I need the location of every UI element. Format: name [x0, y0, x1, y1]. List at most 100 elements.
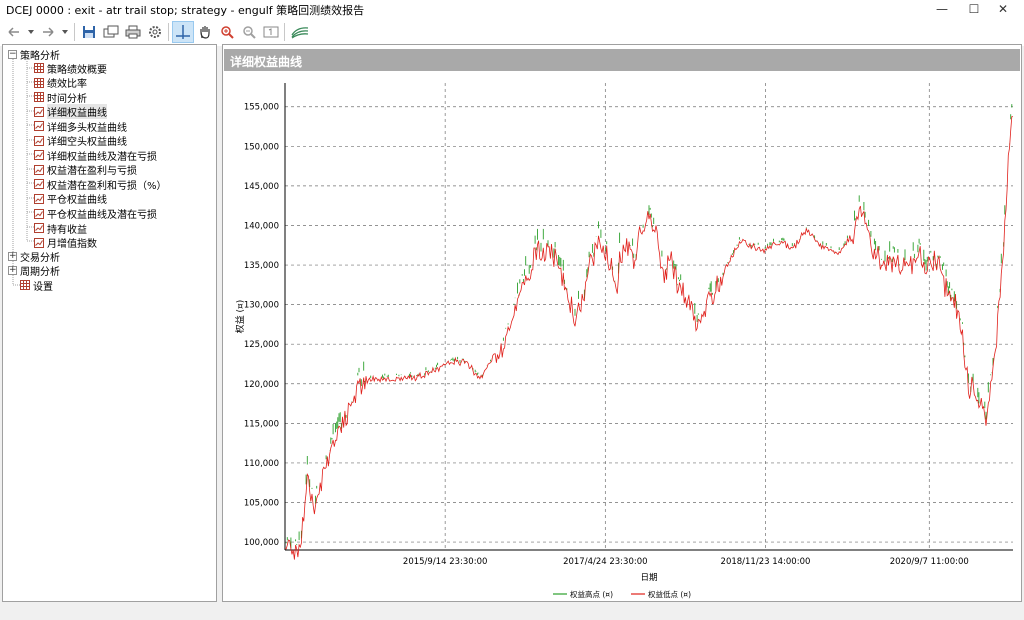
panel-title: 详细权益曲线 — [230, 55, 303, 69]
tree-node-label: 月增值指数 — [47, 239, 97, 251]
minimize-icon: — — [936, 2, 948, 16]
tree-node-label: 策略绩效概要 — [47, 64, 107, 76]
tree-node-report-item[interactable]: 平仓权益曲线及潜在亏损 — [34, 207, 157, 221]
maximize-button[interactable]: ☐ — [951, 0, 997, 18]
dropdown-icon — [62, 30, 68, 34]
tree-node-report-item[interactable]: 详细权益曲线及潜在亏损 — [34, 148, 157, 163]
save-button[interactable] — [80, 21, 98, 43]
tree-node-label: 持有收益 — [47, 224, 87, 236]
back-button[interactable] — [6, 21, 22, 43]
crosshair-tool-button[interactable] — [172, 21, 194, 43]
minimize-button[interactable]: — — [919, 0, 965, 18]
print-button[interactable] — [124, 21, 142, 43]
zoom-in-button[interactable] — [218, 21, 236, 43]
tree-node-report-item[interactable]: 详细多头权益曲线 — [34, 119, 127, 134]
expand-icon[interactable]: + — [8, 264, 17, 275]
tree-node-settings[interactable]: 设置 — [20, 278, 53, 293]
tree-node-label: 策略分析 — [20, 50, 60, 62]
tree-node-report-item[interactable]: 详细权益曲线 — [34, 104, 107, 120]
tree-node-period-analysis[interactable]: + 周期分析 — [8, 263, 60, 278]
expand-icon[interactable]: + — [8, 250, 17, 261]
back-dropdown[interactable] — [26, 21, 36, 43]
close-icon: ✕ — [997, 2, 1009, 16]
forward-icon — [43, 27, 54, 37]
y-tick-label: 130,000 — [244, 301, 279, 311]
zoom-reset-icon — [263, 26, 279, 38]
close-button[interactable]: ✕ — [980, 0, 1024, 18]
series-line-high — [285, 104, 1013, 549]
tree-node-trade-analysis[interactable]: + 交易分析 — [8, 249, 60, 264]
report-panel: 详细权益曲线 100,000 105,000 110,000 115,000 120,0… — [222, 44, 1022, 602]
signal-icon — [291, 27, 309, 39]
maximize-icon: ☐ — [968, 2, 980, 16]
window-title: DCEJ 0000 : exit - atr trail stop; strat… — [6, 4, 365, 17]
tree-node-label: 详细空头权益曲线 — [47, 137, 127, 149]
tree-node-report-item[interactable]: 平仓权益曲线 — [34, 192, 107, 206]
hand-icon — [200, 26, 210, 39]
equity-curve-chart[interactable]: 100,000 105,000 110,000 115,000 120,000 125,0… — [223, 73, 1021, 601]
settings-button[interactable] — [146, 21, 164, 43]
x-tick-label: 2015/9/14 23:30:00 — [403, 557, 487, 567]
tree-node-label: 平仓权益曲线及潜在亏损 — [47, 210, 157, 221]
toolbar-separator — [284, 23, 285, 41]
tree-node-report-item[interactable]: 权益潜在盈利和亏损（%） — [34, 177, 167, 192]
y-tick-label: 140,000 — [244, 221, 279, 231]
chart-report-icon — [34, 106, 44, 117]
toolbar-separator — [74, 23, 75, 41]
x-axis-label: 日期 — [640, 573, 657, 583]
signal-button[interactable] — [290, 21, 310, 43]
panel-header: 详细权益曲线 — [224, 49, 1020, 71]
tree-node-label: 详细权益曲线 — [47, 104, 107, 120]
grid-report-icon — [20, 280, 30, 290]
legend-label-high: 权益高点 (¤) — [570, 589, 613, 599]
y-tick-label: 100,000 — [244, 538, 279, 548]
y-tick-label: 120,000 — [244, 380, 279, 390]
chart-report-icon — [34, 164, 44, 175]
tree-node-strategy-analysis[interactable]: − 策略分析 — [8, 47, 60, 62]
tree-node-report-item[interactable]: 绩效比率 — [34, 76, 87, 90]
y-tick-label: 135,000 — [244, 261, 279, 271]
tree-node-label: 绩效比率 — [47, 79, 87, 91]
tree-node-label: 详细多头权益曲线 — [47, 122, 127, 134]
tree-node-label: 设置 — [33, 281, 53, 293]
back-icon — [8, 27, 19, 37]
tree-node-label: 周期分析 — [20, 266, 60, 278]
tree-node-report-item[interactable]: 月增值指数 — [34, 236, 97, 250]
pan-tool-button[interactable] — [196, 21, 214, 43]
tree-node-report-item[interactable]: 持有收益 — [34, 221, 87, 236]
save-icon — [83, 26, 95, 38]
y-tick-label: 110,000 — [244, 459, 279, 469]
tree-node-report-item[interactable]: 详细空头权益曲线 — [34, 134, 127, 148]
chart-report-icon — [34, 193, 44, 204]
toolbar-separator — [168, 23, 169, 41]
zoom-reset-button[interactable] — [262, 21, 280, 43]
y-axis-label: 权益 (¤) — [234, 300, 246, 334]
tree-node-report-item[interactable]: 权益潜在盈利与亏损 — [34, 163, 137, 177]
tree-node-report-item[interactable]: 策略绩效概要 — [34, 61, 107, 76]
x-tick-label: 2018/11/23 14:00:00 — [721, 557, 811, 567]
chart-report-icon — [34, 150, 44, 161]
tree-node-label: 交易分析 — [20, 252, 60, 264]
series-line-low — [284, 116, 1014, 560]
tree-node-label: 平仓权益曲线 — [47, 195, 107, 207]
tree-node-label: 权益潜在盈利与亏损 — [47, 166, 137, 178]
gear-icon — [149, 26, 161, 38]
navigation-tree: − 策略分析 策略绩效概要 绩效比率 时间分析 详细权益曲线详细多头权益曲线 详细空头权… — [2, 44, 217, 602]
legend-label-low: 权益低点 (¤) — [648, 589, 691, 599]
copy-button[interactable] — [102, 21, 120, 43]
dropdown-icon — [28, 30, 34, 34]
zoom-out-icon — [243, 26, 256, 39]
copy-icon — [103, 25, 119, 38]
tree-node-label: 权益潜在盈利和亏损（%） — [47, 180, 167, 192]
forward-dropdown[interactable] — [60, 21, 70, 43]
forward-button[interactable] — [40, 21, 56, 43]
chart-report-icon — [34, 208, 44, 219]
y-tick-label: 105,000 — [244, 499, 279, 509]
y-tick-label: 145,000 — [244, 182, 279, 192]
zoom-in-icon — [221, 26, 234, 39]
tree-node-report-item[interactable]: 时间分析 — [34, 90, 87, 105]
chart-report-icon — [34, 179, 44, 190]
zoom-out-button[interactable] — [240, 21, 258, 43]
crosshair-icon — [176, 25, 190, 39]
collapse-icon[interactable]: − — [8, 48, 17, 59]
